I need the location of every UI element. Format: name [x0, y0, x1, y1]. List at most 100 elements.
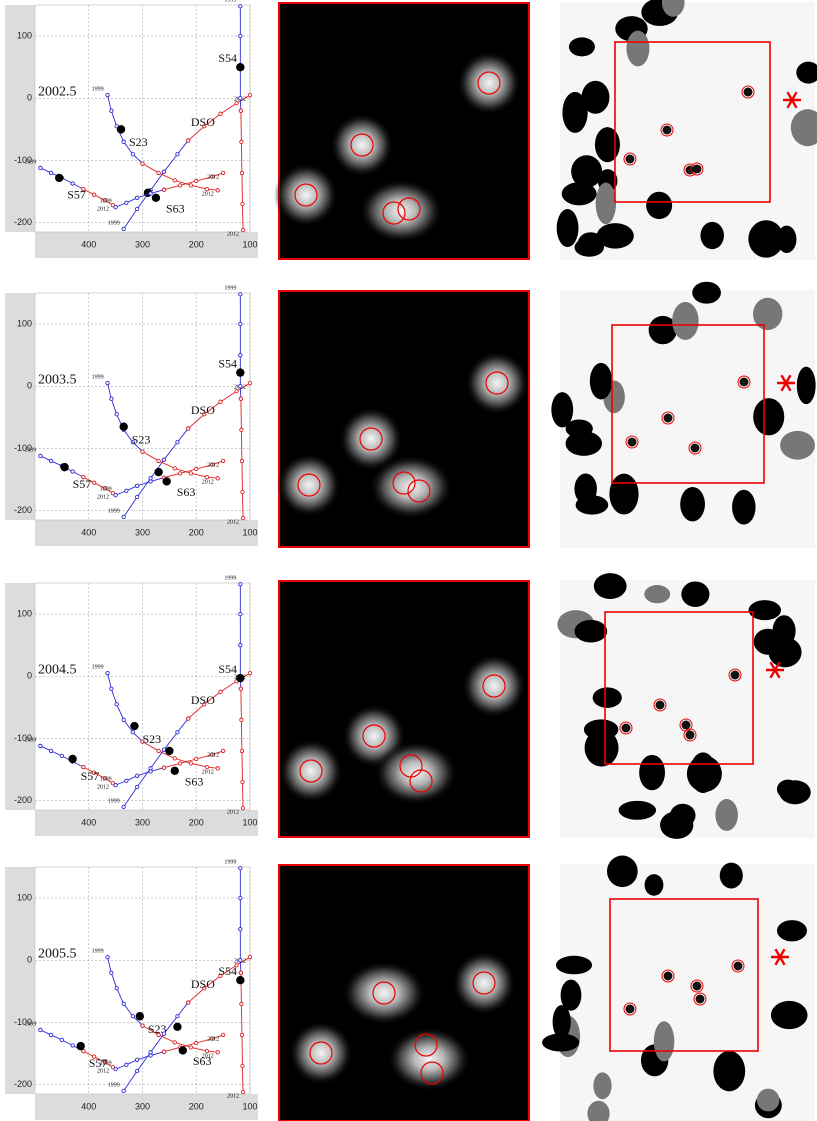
star-name: S23	[132, 432, 151, 446]
small-blob	[690, 443, 700, 453]
start-year: 1999	[108, 220, 120, 226]
x-tick-label: 200	[189, 239, 204, 249]
source-circle	[382, 201, 406, 225]
end-year: 2012	[227, 1094, 239, 1100]
dark-blob	[587, 1100, 610, 1121]
epoch-label: 2004.5	[38, 663, 77, 678]
start-year: 1999	[100, 486, 112, 492]
dark-blob	[589, 362, 613, 400]
dark-blob	[581, 80, 610, 114]
source-blob	[279, 739, 343, 803]
star-name: S57	[81, 769, 100, 783]
track	[238, 866, 244, 975]
source-circle	[623, 152, 637, 166]
asterisk	[774, 948, 786, 966]
end-year: 2012	[97, 785, 109, 791]
source-circle	[693, 992, 707, 1006]
start-year: 1999	[92, 665, 104, 671]
axis-band	[5, 583, 35, 810]
y-tick-label: 0	[27, 381, 32, 391]
end-year: 2012	[227, 520, 239, 526]
dark-blob	[776, 779, 800, 799]
star-position	[165, 746, 174, 756]
dark-blob	[776, 920, 807, 942]
star-name: S54	[218, 356, 237, 370]
dark-blob	[596, 223, 634, 249]
end-year: 2012	[97, 1069, 109, 1075]
source-blob	[342, 961, 426, 1025]
axis-band	[35, 810, 258, 836]
y-tick-label: 100	[17, 892, 32, 902]
asterisk	[769, 661, 781, 679]
x-tick-label: 100	[242, 817, 257, 827]
small-blob	[739, 377, 749, 387]
dark-blob	[606, 855, 638, 888]
dark-blob	[560, 979, 582, 1011]
x-tick-label: 300	[135, 239, 150, 249]
source-circle	[690, 162, 704, 176]
simulated-image	[278, 580, 530, 838]
track	[161, 458, 226, 480]
source-circle	[482, 674, 506, 698]
y-tick-label: -200	[14, 505, 32, 515]
small-blob	[733, 961, 743, 971]
source-circle	[737, 375, 751, 389]
small-blob	[681, 720, 691, 730]
track	[81, 474, 116, 496]
row: 100 0 -100 -200 400 300 200 100 2004.5 1999 2012 S5…	[5, 573, 815, 839]
axis-band	[5, 5, 35, 232]
field-box	[604, 611, 754, 765]
star-position	[60, 462, 69, 472]
track	[121, 138, 191, 232]
dark-blob	[672, 301, 699, 340]
star-position	[236, 975, 245, 985]
track	[238, 292, 244, 401]
dark-blob	[689, 752, 717, 794]
source-circle	[625, 435, 639, 449]
start-year: 1999	[224, 286, 236, 292]
track	[161, 170, 226, 192]
field-box	[614, 41, 771, 203]
star-name: S57	[89, 1056, 108, 1070]
dark-blob	[568, 37, 595, 57]
star-position	[236, 62, 245, 72]
source-circle	[661, 969, 675, 983]
star-position	[178, 1046, 188, 1055]
track	[38, 1027, 86, 1054]
star-position	[236, 673, 245, 683]
end-year: 2012	[207, 1036, 219, 1042]
track	[238, 396, 246, 521]
dark-blob	[713, 1050, 746, 1092]
dark-blob	[561, 182, 597, 206]
star-position	[170, 766, 179, 776]
dark-blob	[732, 489, 756, 525]
star-name: DSO	[191, 977, 215, 991]
dark-blob	[661, 0, 685, 17]
source-blob	[462, 654, 526, 718]
source-circle	[477, 71, 501, 95]
source-circle	[472, 971, 496, 995]
source-circle	[297, 473, 321, 497]
axis-band	[35, 1094, 258, 1120]
dark-blob	[574, 619, 608, 643]
source-blob	[452, 951, 516, 1015]
dark-blob	[556, 209, 579, 248]
source-circle	[690, 979, 704, 993]
x-tick-label: 400	[81, 817, 96, 827]
x-tick-label: 400	[81, 239, 96, 249]
dark-blob	[715, 799, 738, 831]
start-year: 1999	[108, 798, 120, 804]
dark-blob	[555, 955, 593, 975]
source-circle	[350, 133, 374, 157]
track	[161, 748, 226, 770]
start-year: 1999	[224, 0, 236, 4]
y-tick-label: 100	[17, 608, 32, 618]
star-position	[130, 721, 139, 731]
track	[113, 1049, 167, 1072]
source-circle	[688, 441, 702, 455]
dark-blob	[692, 281, 721, 304]
track	[81, 764, 116, 786]
y-tick-label: -200	[14, 217, 32, 227]
source-circle	[623, 1002, 637, 1016]
dark-blob	[593, 1072, 612, 1100]
